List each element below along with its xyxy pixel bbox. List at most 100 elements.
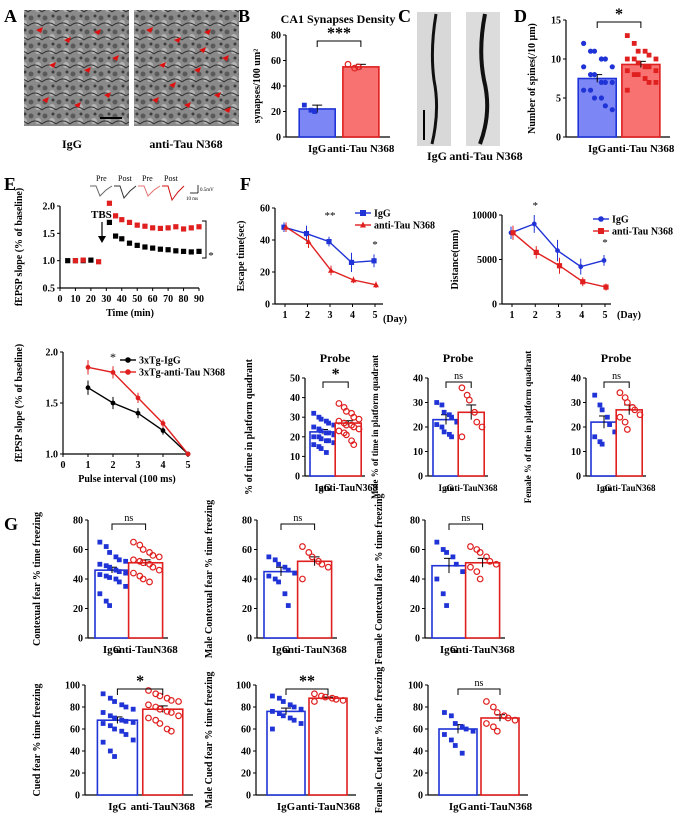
P1-point-1-5 bbox=[355, 415, 363, 423]
D-point-1-3 bbox=[642, 48, 648, 54]
F1-xlabel: (Day) bbox=[383, 314, 407, 325]
E1-xlabel: Time (min) bbox=[106, 308, 154, 319]
E2-xtick-label-4: 4 bbox=[161, 460, 166, 471]
G4-point-1-12 bbox=[145, 714, 152, 722]
G3-point-0-3 bbox=[450, 554, 456, 560]
trace-scale-x: 10 ms bbox=[186, 197, 198, 202]
G3-point-1-2 bbox=[476, 549, 484, 556]
D-ylabel: Number of spines(/10 μm) bbox=[527, 23, 538, 134]
G1-point-0-1 bbox=[103, 544, 109, 549]
em-arrow-2-4 bbox=[194, 67, 201, 73]
D-point-1-7 bbox=[631, 56, 637, 62]
D-point-1-18 bbox=[624, 87, 630, 93]
F2-xlabel: (Day) bbox=[617, 310, 641, 321]
D-point-1-8 bbox=[635, 60, 641, 66]
D-point-1-12 bbox=[624, 68, 630, 74]
G6-point-0-8 bbox=[452, 743, 458, 748]
G2-point-1-0 bbox=[299, 543, 306, 550]
E1-point-1-4 bbox=[96, 259, 102, 265]
P3-point-1-4 bbox=[631, 406, 639, 414]
P1-ytick-label-1: 10 bbox=[290, 452, 300, 463]
G3-point-1-8 bbox=[476, 575, 484, 583]
G6-bar-0 bbox=[438, 728, 478, 796]
E1-point-1-13 bbox=[165, 225, 171, 231]
panel-label-d: D bbox=[514, 6, 527, 26]
G4-point-1-8 bbox=[156, 705, 164, 713]
B-point-0-0 bbox=[301, 102, 307, 108]
em-arrow-1-3 bbox=[49, 62, 56, 68]
G1-point-1-5 bbox=[155, 553, 163, 561]
G5-ytick-label-5: 100 bbox=[236, 681, 251, 692]
em-arrow-2-3 bbox=[159, 62, 166, 68]
G1-point-0-19 bbox=[103, 598, 109, 604]
P1-point-0-10 bbox=[326, 430, 331, 436]
em-arrow-2-9 bbox=[169, 82, 176, 88]
E2-legend-label-0: 3xTg-IgG bbox=[139, 356, 181, 367]
P1-point-0-17 bbox=[331, 440, 337, 446]
panel-label-a: A bbox=[4, 6, 17, 26]
G5-point-0-5 bbox=[298, 706, 304, 712]
F1-xtick-label-4: 5 bbox=[373, 310, 378, 321]
trace-post-label-2: Post bbox=[164, 174, 179, 183]
P2-sig-label: ns bbox=[454, 371, 463, 382]
em-arrow-2-6 bbox=[152, 97, 159, 103]
E1-point-1-8 bbox=[126, 219, 133, 225]
em-arrow-1-0 bbox=[36, 27, 43, 33]
P1-ytick-label-2: 20 bbox=[290, 432, 300, 443]
D-point-1-4 bbox=[646, 52, 652, 58]
B-title: CA1 Synapses Density bbox=[281, 12, 396, 26]
E2-xtick-label-0: 0 bbox=[61, 460, 66, 471]
G2-point-0-0 bbox=[266, 554, 272, 560]
D-ytick-label-3: 15 bbox=[551, 16, 561, 27]
trace-pre-label-1: Pre bbox=[96, 174, 107, 183]
P3-point-1-0 bbox=[616, 389, 624, 397]
G2-category-0: IgG bbox=[272, 644, 291, 656]
G4-point-0-16 bbox=[123, 732, 129, 737]
P2-ytick-label-3: 30 bbox=[413, 398, 423, 409]
chart-g-cued-female: 0 20 40 60 80 100 IgG anti-TauN368 ns Female Cued… bbox=[374, 667, 533, 814]
G1-point-0-11 bbox=[123, 570, 129, 576]
em-arrow-2-2 bbox=[204, 29, 211, 35]
P3-point-1-6 bbox=[616, 413, 624, 421]
G6-ytick-label-4: 80 bbox=[413, 703, 423, 714]
G5-category-1: anti-TauN368 bbox=[296, 801, 361, 813]
E1-xtick-label-8: 80 bbox=[179, 294, 189, 305]
E2-series-line-0 bbox=[87, 387, 189, 455]
B-ytick-label-2: 40 bbox=[271, 82, 281, 93]
G5-point-1-2 bbox=[321, 693, 329, 701]
P2-point-0-1 bbox=[439, 402, 445, 408]
G5-point-1-6 bbox=[311, 698, 318, 705]
D-category-0: IgG bbox=[588, 143, 607, 155]
P1-point-0-21 bbox=[323, 450, 329, 455]
em-arrow-2-8 bbox=[214, 92, 221, 98]
G6-category-0: IgG bbox=[449, 801, 468, 813]
D-point-1-16 bbox=[646, 80, 652, 85]
G1-point-1-0 bbox=[130, 538, 137, 546]
G5-bar-1 bbox=[308, 697, 348, 796]
P1-point-1-16 bbox=[350, 441, 358, 449]
G1-point-1-7 bbox=[136, 557, 144, 565]
G3-ytick-label-2: 40 bbox=[410, 575, 420, 586]
G4-point-0-0 bbox=[100, 691, 106, 697]
P1-point-1-11 bbox=[355, 425, 363, 433]
em-arrow-2-10 bbox=[199, 47, 206, 53]
em-arrow-1-8 bbox=[104, 92, 111, 98]
P1-point-0-20 bbox=[318, 446, 324, 451]
G5-point-0-6 bbox=[270, 709, 275, 714]
F1-annotation-0: ** bbox=[325, 210, 336, 222]
em-arrow-2-11 bbox=[224, 107, 231, 113]
G5-ytick-label-2: 40 bbox=[241, 747, 251, 758]
G4-point-0-3 bbox=[119, 702, 125, 708]
G5-ytick-label-1: 20 bbox=[241, 769, 251, 780]
P1-point-0-4 bbox=[326, 420, 331, 426]
G2-point-0-2 bbox=[276, 561, 281, 567]
P1-point-0-16 bbox=[326, 438, 331, 444]
G3-point-0-2 bbox=[444, 550, 449, 555]
D-point-1-0 bbox=[624, 33, 630, 38]
B-point-1-0 bbox=[344, 60, 352, 68]
G4-sig-label: * bbox=[136, 673, 144, 690]
G5-ytick-label-4: 80 bbox=[241, 703, 251, 714]
tbs-label: TBS bbox=[91, 209, 112, 221]
P3-point-0-6 bbox=[592, 434, 598, 440]
